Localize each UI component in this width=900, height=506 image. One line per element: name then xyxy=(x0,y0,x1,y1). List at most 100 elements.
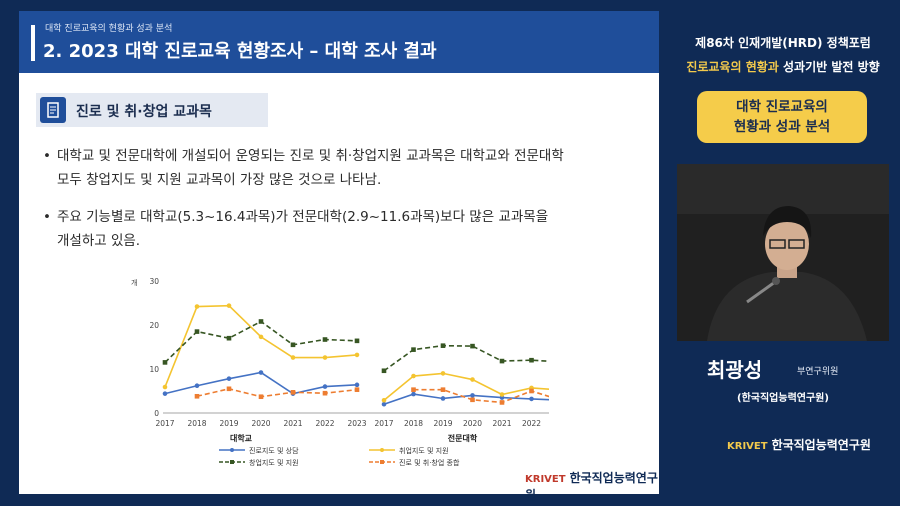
data-point xyxy=(440,371,446,376)
series-line xyxy=(383,393,549,405)
x-tick-label: 2021 xyxy=(283,419,302,428)
series-line xyxy=(164,371,358,395)
x-tick-label: 2018 xyxy=(187,419,206,428)
data-point xyxy=(411,391,416,397)
data-point xyxy=(226,376,232,381)
data-point xyxy=(162,360,168,365)
bullet-line: 주요 기능별로 대학교(5.3~16.4과목)가 전문대학(2.9~11.6과목… xyxy=(57,209,549,225)
legend-label: 취업지도 및 지원 xyxy=(399,446,449,455)
data-point xyxy=(322,390,328,396)
krivet-logo: KRIVET 한국직업능력연구원 xyxy=(525,471,658,502)
speaker-rank: 부연구위원 xyxy=(797,367,839,377)
bullet-line: 개설하고 있음. xyxy=(57,233,141,249)
section-label: 진로 및 취·창업 교과목 xyxy=(76,104,212,120)
data-point xyxy=(499,358,505,364)
data-point xyxy=(290,355,296,360)
data-point xyxy=(258,394,264,400)
x-tick-label: 2020 xyxy=(463,419,482,428)
x-tick-label: 2020 xyxy=(251,419,270,428)
topic-badge: 대학 진로교육의 현황과 성과 분석 xyxy=(697,91,867,143)
speaker-org: (한국직업능력연구원) xyxy=(737,393,829,404)
data-point xyxy=(529,388,534,394)
data-point xyxy=(322,355,328,360)
data-point xyxy=(290,342,296,348)
series-line xyxy=(164,320,358,363)
presentation-slide: 대학 진로교육의 현황과 성과 분석 2. 2023 대학 진로교육 현황조사 … xyxy=(19,11,659,502)
legend-marker xyxy=(380,448,384,452)
legend-label: 진로 및 취·창업 종합 xyxy=(399,458,460,467)
data-point xyxy=(470,393,475,398)
data-point xyxy=(354,382,360,388)
data-point xyxy=(470,377,475,382)
data-point xyxy=(354,338,360,344)
data-point xyxy=(499,392,505,397)
legend-marker xyxy=(380,460,384,464)
x-tick-label: 2021 xyxy=(492,419,511,428)
slide-header: 대학 진로교육의 현황과 성과 분석 2. 2023 대학 진로교육 현황조사 … xyxy=(19,11,659,73)
data-point xyxy=(499,400,505,405)
speaker-name: 최광성 xyxy=(707,358,763,382)
data-point xyxy=(381,401,387,407)
panel-label: 전문대학 xyxy=(448,433,478,443)
legend-marker xyxy=(230,460,234,464)
data-point xyxy=(440,343,446,348)
x-tick-label: 2017 xyxy=(155,419,174,428)
data-point xyxy=(322,337,328,342)
document-icon xyxy=(40,97,66,123)
data-point xyxy=(381,397,387,403)
x-tick-label: 2023 xyxy=(347,419,366,428)
bullet-dot: • xyxy=(43,148,51,164)
series-line xyxy=(383,344,549,372)
bullet-line: 대학교 및 전문대학에 개설되어 운영되는 진로 및 취·창업지원 교과목은 대… xyxy=(57,148,564,164)
y-tick-label: 20 xyxy=(149,321,159,330)
data-point xyxy=(226,335,232,341)
data-point xyxy=(440,396,446,401)
x-tick-label: 2019 xyxy=(433,419,452,428)
data-point xyxy=(411,387,416,392)
header-accent-bar xyxy=(31,25,35,61)
legend-label: 창업지도 및 지원 xyxy=(249,458,299,467)
y-tick-label: 10 xyxy=(149,365,159,374)
y-unit-label: 개 xyxy=(131,278,137,287)
series-line xyxy=(196,387,358,398)
data-point xyxy=(411,373,416,379)
bullet-line: 모두 창업지도 및 지원 교과목이 가장 많은 것으로 나타남. xyxy=(57,172,382,188)
header-subtitle: 대학 진로교육의 현황과 성과 분석 xyxy=(45,24,173,34)
data-point xyxy=(529,357,534,363)
data-point xyxy=(226,386,232,392)
data-point xyxy=(411,347,416,352)
x-tick-label: 2017 xyxy=(374,419,393,428)
x-tick-label: 2022 xyxy=(522,419,541,428)
slide-title: 2. 2023 대학 진로교육 현황조사 – 대학 조사 결과 xyxy=(43,41,437,62)
data-point xyxy=(194,304,200,309)
data-point xyxy=(258,370,264,375)
speaker-video xyxy=(677,164,889,341)
krivet-logo-sidebar: KRIVET 한국직업능력연구원 xyxy=(727,438,871,452)
forum-subtitle: 진로교육의 현황과 성과기반 발전 방향 xyxy=(686,60,880,74)
y-tick-label: 30 xyxy=(149,277,159,286)
data-point xyxy=(226,303,232,308)
y-tick-label: 0 xyxy=(154,409,159,418)
data-point xyxy=(162,384,168,390)
data-point xyxy=(290,390,296,395)
x-tick-label: 2018 xyxy=(404,419,423,428)
forum-title: 제86차 인재개발(HRD) 정책포럼 xyxy=(695,36,871,50)
series-line xyxy=(413,388,549,404)
data-point xyxy=(322,384,328,389)
data-point xyxy=(381,368,387,374)
bullet-dot: • xyxy=(43,209,51,225)
data-point xyxy=(162,391,168,396)
data-point xyxy=(470,343,475,349)
legend-label: 진로지도 및 상담 xyxy=(249,446,299,455)
series-line xyxy=(164,304,358,388)
data-point xyxy=(258,319,264,324)
data-point xyxy=(354,387,360,392)
data-point xyxy=(440,387,446,392)
data-point xyxy=(470,397,475,403)
panel-label: 대학교 xyxy=(230,433,253,443)
x-tick-label: 2022 xyxy=(315,419,334,428)
data-point xyxy=(354,352,360,358)
data-point xyxy=(194,329,200,334)
data-point xyxy=(194,383,200,389)
data-point xyxy=(258,334,264,340)
